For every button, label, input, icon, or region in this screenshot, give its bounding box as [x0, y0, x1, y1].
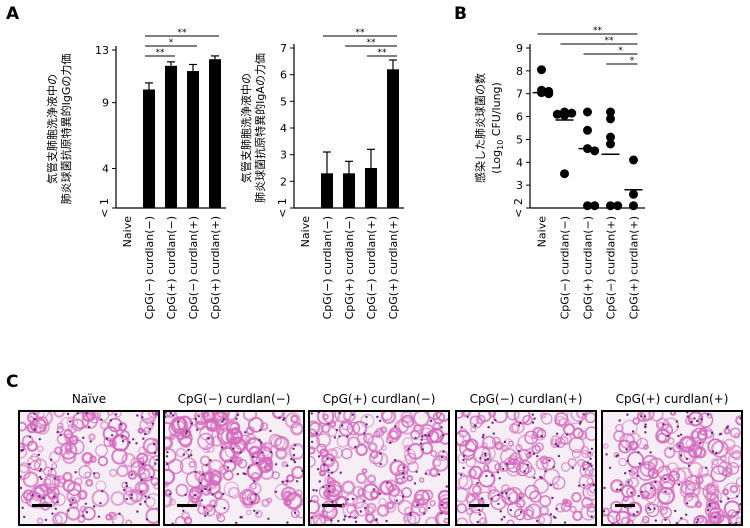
y-tick-label: 9 — [516, 42, 523, 55]
category-label: CpG(+) curdlan(−) — [582, 216, 595, 319]
significance-label: * — [169, 38, 174, 48]
data-point — [629, 201, 638, 211]
significance-label: ** — [593, 26, 603, 36]
y-tick-label: 5 — [516, 133, 523, 146]
y-tick-label: < 2 — [512, 198, 525, 218]
cfu-scatter-chart: < 2 3 4 5 6 7 8 9 Naive CpG(−) curdlan(−) CpG(+) c… — [473, 26, 645, 319]
y-tick-label: 13 — [95, 44, 109, 57]
bar — [187, 71, 199, 208]
data-point — [590, 146, 600, 156]
category-label: CpG(−) curdlan(+) — [605, 216, 618, 319]
category-label: CpG(−) curdlan(−) — [143, 216, 156, 319]
data-point — [629, 155, 638, 165]
histology-title: CpG(+) curdlan(−) — [322, 392, 436, 406]
y-tick-label: 4 — [516, 156, 523, 169]
histology-title: CpG(+) curdlan(+) — [615, 392, 729, 406]
bar — [209, 59, 221, 208]
y-tick-label: 9 — [102, 97, 109, 110]
data-point — [613, 201, 623, 211]
category-label: CpG(−) curdlan(−) — [321, 216, 334, 319]
y-tick-label: 3 — [280, 149, 287, 162]
data-point — [560, 110, 569, 120]
data-point — [552, 109, 562, 119]
significance-label: ** — [356, 28, 366, 38]
data-point — [567, 108, 577, 118]
iga-bar-chart: < 1 2 3 4 5 6 7 Naive CpG(−) curdlan(−) CpG(+) cu… — [240, 28, 404, 319]
data-point — [544, 86, 554, 96]
data-point — [560, 169, 569, 179]
y-tick-label: 7 — [280, 42, 287, 55]
histology-image — [455, 410, 597, 526]
bar — [343, 173, 355, 208]
histology-image — [308, 410, 450, 526]
y-axis-label: 肺炎球菌抗原特異的IgGの力価 — [59, 54, 73, 205]
significance-label: ** — [605, 36, 615, 46]
bar — [143, 89, 155, 208]
category-label: CpG(−) curdlan(+) — [187, 216, 200, 319]
category-label: Naive — [536, 216, 549, 248]
data-point — [606, 201, 615, 211]
data-point — [583, 201, 592, 211]
scale-bar — [177, 504, 197, 507]
y-tick-label: 4 — [280, 122, 287, 135]
data-point — [606, 114, 615, 124]
y-tick-label: 3 — [516, 179, 523, 192]
histology-title: Naïve — [71, 392, 107, 406]
category-label: Naive — [121, 216, 134, 248]
igg-bar-chart: < 1 4 9 13 Naive CpG(−) curdlan(−) CpG(+) curd… — [45, 28, 226, 319]
data-point — [606, 107, 615, 117]
histology-image — [163, 410, 305, 526]
category-label: CpG(+) curdlan(−) — [343, 216, 356, 319]
category-label: Naive — [299, 216, 312, 248]
y-axis-label: 気管支肺胞洗浄液中の — [45, 74, 59, 184]
category-label: CpG(+) curdlan(+) — [387, 216, 400, 319]
data-point — [537, 65, 546, 75]
category-label: CpG(+) curdlan(+) — [628, 216, 641, 319]
y-axis-label: 気管支肺胞洗浄液中の — [240, 73, 253, 183]
data-point — [629, 189, 638, 199]
y-axis-label-units: (Log10 CFU/lung) — [490, 82, 505, 174]
data-point — [590, 201, 600, 211]
bar — [387, 69, 399, 208]
y-tick-label: 4 — [102, 163, 109, 176]
panel-letter-a: A — [6, 4, 20, 24]
y-tick-label: 6 — [280, 69, 287, 82]
data-point — [583, 107, 592, 117]
scale-bar — [615, 504, 635, 507]
data-point — [606, 132, 615, 142]
category-label: CpG(+) curdlan(−) — [165, 216, 178, 319]
y-tick-label: 2 — [280, 175, 287, 188]
significance-label: ** — [378, 48, 388, 58]
y-tick-label: 5 — [280, 95, 287, 108]
scale-bar — [32, 504, 52, 507]
panel-letter-b: B — [454, 4, 467, 24]
histology-image — [601, 410, 743, 526]
bar — [321, 173, 333, 208]
significance-label: ** — [156, 48, 166, 58]
category-label: CpG(−) curdlan(+) — [365, 216, 378, 319]
histology-image — [18, 410, 160, 526]
y-tick-label: 6 — [516, 111, 523, 124]
data-point — [583, 125, 592, 135]
category-label: CpG(−) curdlan(−) — [559, 216, 572, 319]
category-label: CpG(+) curdlan(+) — [209, 216, 222, 319]
panel-letter-c: C — [6, 372, 19, 392]
histology-title: CpG(−) curdlan(+) — [469, 392, 583, 406]
scale-bar — [322, 504, 342, 507]
significance-label: ** — [178, 28, 188, 38]
y-tick-label: < 1 — [98, 198, 111, 218]
y-tick-label: 8 — [516, 65, 523, 78]
data-point — [606, 139, 615, 149]
histology-title: CpG(−) curdlan(−) — [177, 392, 291, 406]
y-tick-label: < 1 — [276, 198, 289, 218]
significance-label: * — [618, 46, 623, 56]
significance-label: ** — [367, 38, 377, 48]
bar — [165, 65, 177, 208]
y-tick-label: 7 — [516, 88, 523, 101]
bar — [365, 168, 377, 208]
scale-bar — [469, 504, 489, 507]
y-axis-label: 感染した肺炎球菌の数 — [473, 73, 487, 183]
significance-label: * — [630, 56, 635, 66]
y-axis-label: 肺炎球菌抗原特異的IgAの力価 — [253, 53, 267, 203]
